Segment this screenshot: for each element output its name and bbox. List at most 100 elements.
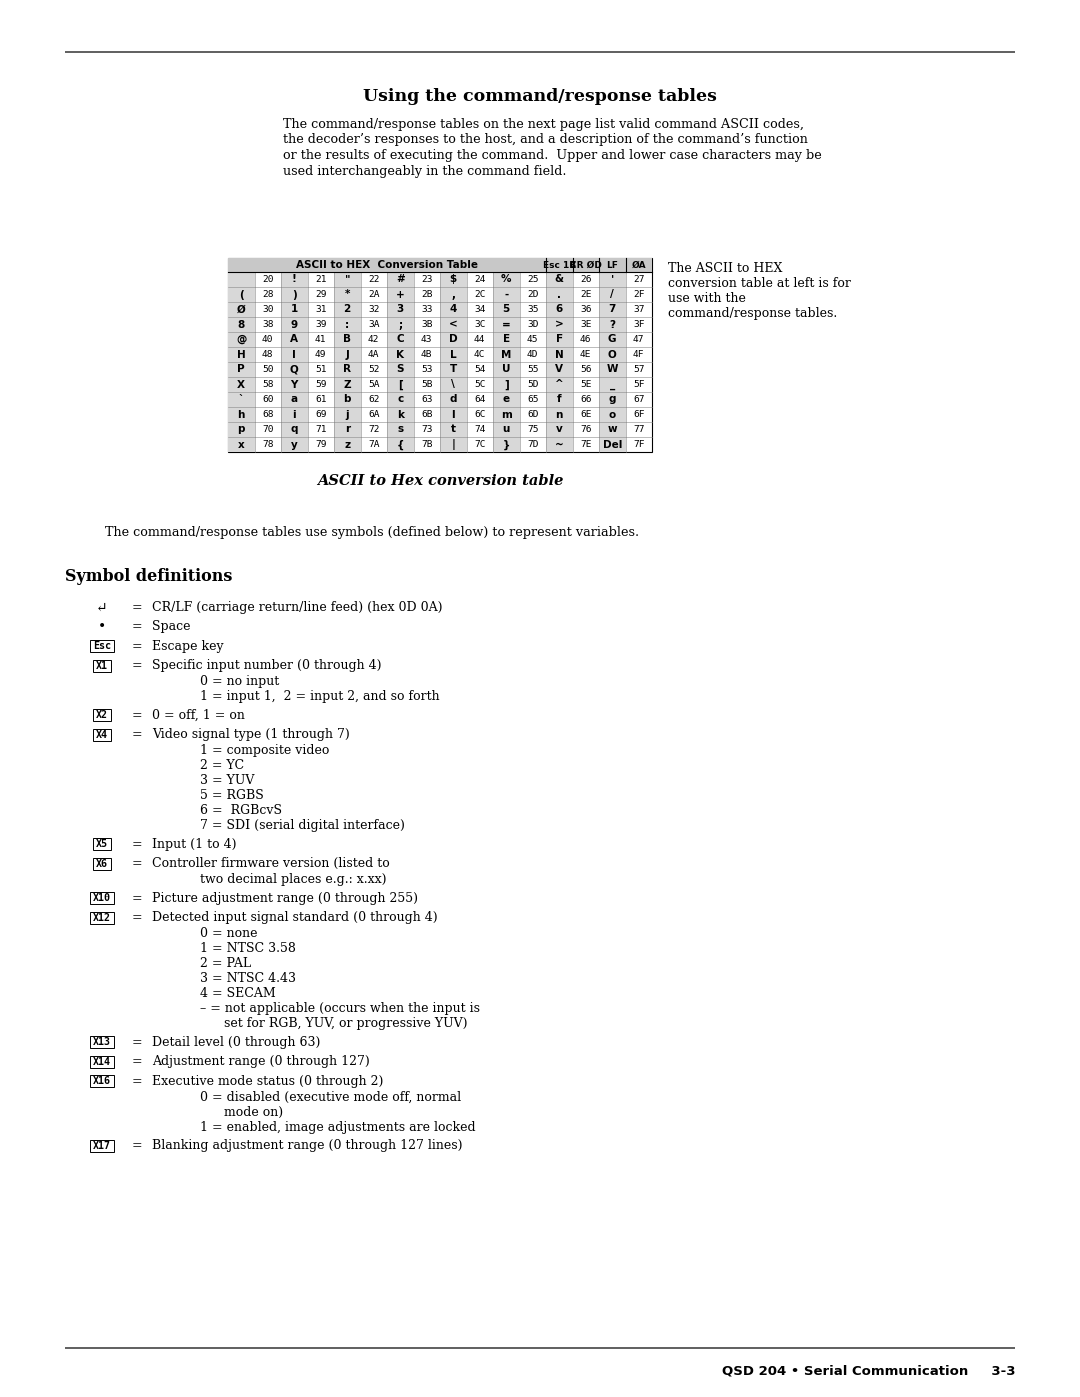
Text: 28: 28: [262, 291, 273, 299]
Bar: [387, 407, 414, 422]
Text: 7: 7: [608, 305, 616, 314]
Text: A: A: [291, 334, 298, 345]
Text: set for RGB, YUV, or progressive YUV): set for RGB, YUV, or progressive YUV): [200, 1017, 468, 1030]
Text: 2 = YC: 2 = YC: [200, 759, 244, 773]
Text: G: G: [608, 334, 617, 345]
Text: Esc: Esc: [93, 641, 111, 651]
Bar: [546, 407, 572, 422]
Text: =: =: [132, 891, 143, 905]
Bar: [546, 362, 572, 377]
Bar: [440, 422, 467, 437]
Text: x: x: [238, 440, 245, 450]
Text: o: o: [609, 409, 616, 419]
Text: 1: 1: [291, 305, 298, 314]
Text: 21: 21: [315, 275, 326, 284]
Bar: [228, 286, 255, 302]
Text: e: e: [502, 394, 510, 405]
Text: 49: 49: [315, 351, 326, 359]
Text: Q: Q: [289, 365, 299, 374]
Bar: [334, 332, 361, 346]
Text: 2F: 2F: [633, 291, 645, 299]
FancyBboxPatch shape: [90, 893, 114, 904]
Text: 0 = none: 0 = none: [200, 928, 257, 940]
Text: a: a: [291, 394, 298, 405]
Text: 4: 4: [449, 305, 457, 314]
Text: S: S: [396, 365, 404, 374]
Text: 58: 58: [262, 380, 273, 388]
Bar: [546, 437, 572, 453]
Text: /: /: [610, 289, 615, 299]
Text: 50: 50: [262, 365, 273, 374]
Text: .: .: [557, 289, 562, 299]
Text: 69: 69: [315, 409, 326, 419]
Bar: [281, 346, 308, 362]
Text: Executive mode status (0 through 2): Executive mode status (0 through 2): [152, 1074, 383, 1088]
Text: Adjustment range (0 through 127): Adjustment range (0 through 127): [152, 1055, 369, 1069]
Text: D: D: [449, 334, 458, 345]
Bar: [334, 317, 361, 332]
Text: ]: ]: [504, 380, 509, 390]
FancyBboxPatch shape: [90, 640, 114, 652]
Text: 7E: 7E: [580, 440, 592, 448]
FancyBboxPatch shape: [90, 1140, 114, 1153]
Text: i: i: [293, 409, 296, 419]
Text: -: -: [504, 289, 509, 299]
Text: T: T: [449, 365, 457, 374]
Text: 62: 62: [368, 395, 379, 404]
Text: 4 = SECAM: 4 = SECAM: [200, 988, 275, 1000]
Text: 29: 29: [315, 291, 326, 299]
Text: 5E: 5E: [580, 380, 592, 388]
Text: u: u: [502, 425, 510, 434]
Bar: [387, 302, 414, 317]
Text: 3 = NTSC 4.43: 3 = NTSC 4.43: [200, 972, 296, 985]
Text: Detected input signal standard (0 through 4): Detected input signal standard (0 throug…: [152, 911, 437, 925]
Text: 57: 57: [633, 365, 645, 374]
Text: 37: 37: [633, 305, 645, 314]
Text: =: =: [132, 659, 143, 672]
Text: Esc 1B: Esc 1B: [542, 260, 576, 270]
Bar: [492, 346, 519, 362]
Text: w: w: [607, 425, 617, 434]
Text: Ø: Ø: [237, 305, 245, 314]
Bar: [281, 317, 308, 332]
Text: 4E: 4E: [580, 351, 592, 359]
Text: 42: 42: [368, 335, 379, 344]
Text: k: k: [396, 409, 404, 419]
Text: q: q: [291, 425, 298, 434]
Bar: [599, 317, 625, 332]
Bar: [281, 332, 308, 346]
Text: 74: 74: [474, 425, 486, 434]
Bar: [440, 286, 467, 302]
Bar: [228, 317, 255, 332]
Bar: [546, 302, 572, 317]
Text: 56: 56: [580, 365, 592, 374]
Text: The command/response tables use symbols (defined below) to represent variables.: The command/response tables use symbols …: [105, 527, 639, 539]
Text: 6 =  RGBcvS: 6 = RGBcvS: [200, 805, 282, 817]
Text: conversion table at left is for: conversion table at left is for: [669, 277, 851, 291]
Text: 39: 39: [315, 320, 326, 330]
Text: Space: Space: [152, 620, 190, 633]
FancyBboxPatch shape: [90, 1037, 114, 1048]
Text: 0 = no input: 0 = no input: [200, 675, 280, 689]
Text: or the results of executing the command.  Upper and lower case characters may be: or the results of executing the command.…: [283, 149, 822, 162]
Text: 68: 68: [262, 409, 273, 419]
Text: 77: 77: [633, 425, 645, 434]
Text: (: (: [239, 289, 244, 299]
Text: 55: 55: [527, 365, 539, 374]
Bar: [492, 362, 519, 377]
Text: z: z: [345, 440, 350, 450]
Bar: [599, 346, 625, 362]
Text: 53: 53: [421, 365, 432, 374]
Text: 32: 32: [368, 305, 379, 314]
Text: =: =: [132, 1140, 143, 1153]
Text: command/response tables.: command/response tables.: [669, 307, 837, 320]
Text: 48: 48: [262, 351, 273, 359]
Text: 51: 51: [315, 365, 326, 374]
Text: H: H: [237, 349, 245, 359]
Text: ): ): [292, 289, 297, 299]
Bar: [599, 302, 625, 317]
Text: 60: 60: [262, 395, 273, 404]
Text: 76: 76: [580, 425, 592, 434]
FancyBboxPatch shape: [90, 1076, 114, 1087]
Bar: [440, 377, 467, 393]
